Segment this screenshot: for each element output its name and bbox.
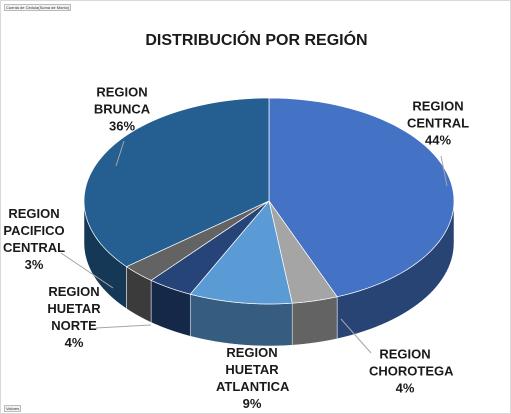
- slice: [189, 200, 293, 305]
- slice: [150, 200, 270, 295]
- leader-line: [440, 155, 448, 187]
- values-button[interactable]: Valores: [4, 405, 22, 412]
- leader-line: [340, 318, 372, 354]
- data-label: REGION HUETAR ATLANTICA 9%: [204, 344, 300, 412]
- data-label: REGION HUETAR NORTE 4%: [26, 283, 122, 351]
- data-label: REGION CHOROTEGA 4%: [357, 346, 454, 397]
- data-label: REGION CENTRAL 44%: [390, 98, 486, 149]
- value-label: 36%: [108, 118, 136, 134]
- slice: [268, 97, 455, 298]
- category-label: REGION HUETAR NORTE: [47, 284, 101, 333]
- leader-line: [95, 324, 152, 329]
- value-label: 4%: [395, 380, 415, 396]
- leader-line: [115, 140, 125, 167]
- category-label: REGION HUETAR ATLANTICA: [216, 345, 290, 394]
- category-label: REGION PACIFICO CENTRAL: [2, 206, 66, 255]
- slice: [125, 200, 270, 281]
- category-label: REGION CHOROTEGA: [369, 346, 454, 379]
- data-label: REGION BRUNCA 36%: [74, 84, 170, 135]
- slice-side: [291, 296, 338, 346]
- value-label: 3%: [24, 257, 44, 272]
- value-label: 44%: [424, 132, 452, 148]
- category-label: REGION CENTRAL: [406, 98, 470, 131]
- value-label: 9%: [242, 396, 262, 411]
- value-label: 4%: [64, 335, 84, 350]
- leader-line: [60, 252, 114, 289]
- category-label: REGION BRUNCA: [93, 84, 151, 117]
- slice: [83, 97, 270, 268]
- slice: [268, 200, 338, 304]
- data-label: REGION PACIFICO CENTRAL 3%: [1, 205, 69, 273]
- chart-title: DISTRIBUCIÓN POR REGIÓN: [145, 32, 368, 49]
- field-button[interactable]: Cuenta de Cedula(Suma de Monto): [4, 4, 72, 11]
